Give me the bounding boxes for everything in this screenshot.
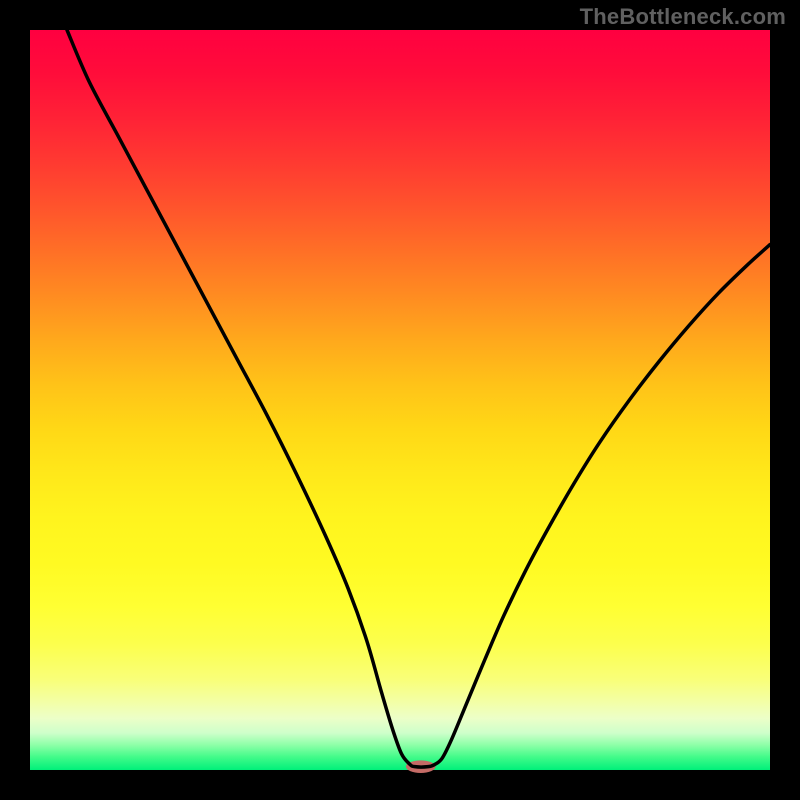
chart-plot-background	[30, 30, 770, 770]
bottleneck-chart	[0, 0, 800, 800]
watermark-text: TheBottleneck.com	[580, 4, 786, 30]
